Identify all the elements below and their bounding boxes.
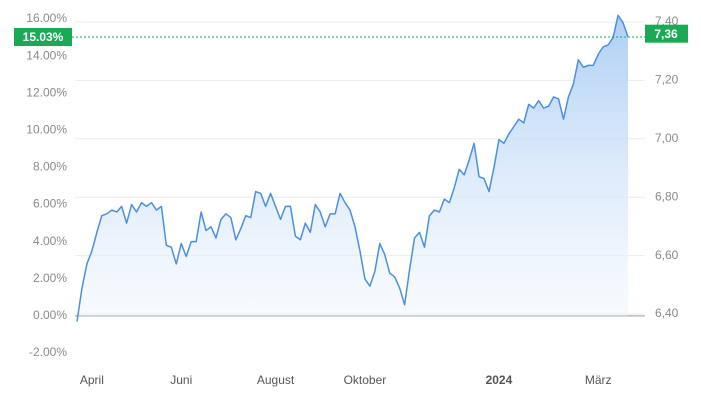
x-tick-label: Juni	[170, 373, 192, 387]
last-value-label: 15.03%	[23, 30, 64, 44]
y2-tick-label: 7,00	[655, 131, 679, 145]
y2-tick-label: 7,20	[655, 73, 679, 87]
x-tick-label: April	[80, 373, 104, 387]
y-tick-label: 6.00%	[33, 197, 67, 211]
price-line	[76, 14, 629, 322]
y2-tick-label: 6,60	[655, 248, 679, 262]
x-tick-label: 2024	[486, 373, 513, 387]
y-tick-label: 2.00%	[33, 271, 67, 285]
y-tick-label: 16.00%	[26, 11, 67, 25]
area-fill	[77, 15, 628, 322]
x-tick-label: März	[585, 373, 612, 387]
y2-tick-label: 7,40	[655, 14, 679, 28]
y-tick-label: 10.00%	[26, 123, 67, 137]
y-tick-label: 4.00%	[33, 234, 67, 248]
y-tick-label: 8.00%	[33, 160, 67, 174]
x-tick-label: Oktober	[344, 373, 387, 387]
x-tick-label: August	[257, 373, 295, 387]
last-value-y2-label: 7,36	[654, 27, 678, 41]
y2-tick-label: 6,80	[655, 189, 679, 203]
last-value-badge	[14, 27, 72, 46]
y-tick-label: -2.00%	[29, 345, 67, 359]
y2-tick-label: 6,40	[655, 306, 679, 320]
y-tick-label: 0.00%	[33, 308, 67, 322]
y-tick-label: 12.00%	[26, 85, 67, 99]
y-tick-label: 14.00%	[26, 48, 67, 62]
last-value-y2-badge	[645, 24, 688, 43]
